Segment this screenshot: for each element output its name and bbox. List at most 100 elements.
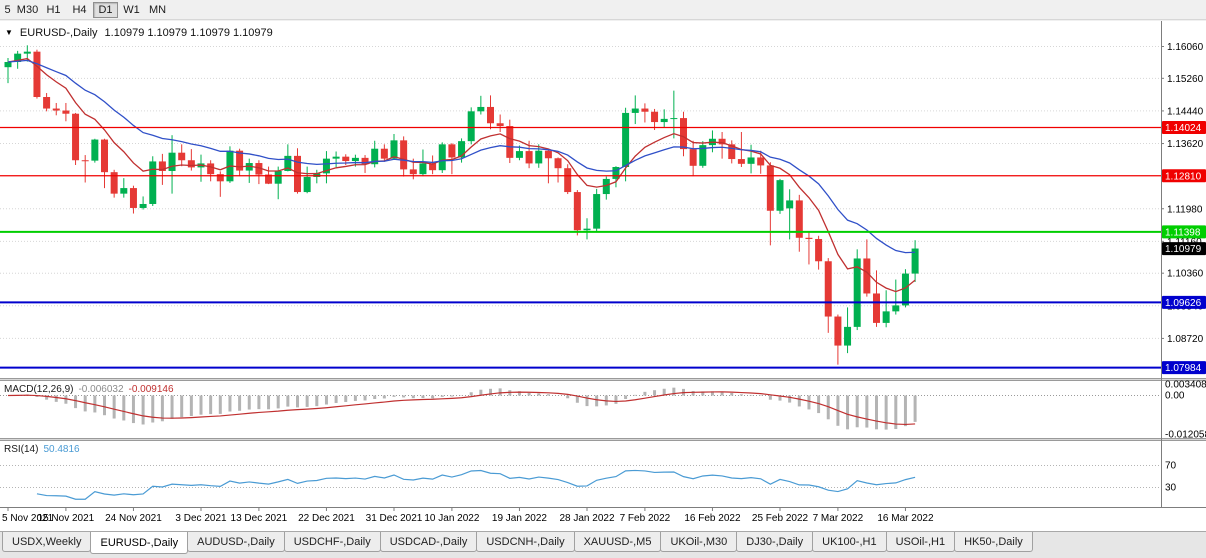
chart-tab[interactable]: USDCNH-,Daily — [476, 532, 575, 552]
candle — [660, 109, 668, 128]
candle — [805, 232, 813, 265]
candle — [43, 93, 51, 112]
chart-tab[interactable]: UK100-,H1 — [812, 532, 887, 552]
candle — [651, 108, 659, 131]
candle — [728, 140, 736, 164]
timeframe-button-MN[interactable]: MN — [148, 3, 167, 16]
candle — [390, 133, 398, 160]
candle — [911, 240, 919, 282]
price-badge-label: 1.07984 — [1165, 363, 1202, 374]
chart-tab[interactable]: EURUSD-,Daily — [90, 532, 189, 554]
timeframe-button-5[interactable]: 5 — [4, 3, 11, 16]
date-label: 10 Jan 2022 — [424, 513, 479, 524]
price-badge: 1.14024 — [1162, 120, 1206, 134]
candle — [91, 138, 99, 163]
price-axis-label: 1.08720 — [1167, 334, 1204, 345]
price-axis-label: 1.10360 — [1167, 269, 1204, 280]
price-badge-label: 1.10979 — [1165, 244, 1202, 255]
candle — [844, 307, 852, 354]
candle — [303, 166, 311, 194]
candle — [564, 164, 572, 195]
price-badge: 1.10979 — [1162, 242, 1206, 256]
timeframe-button-H4[interactable]: H4 — [72, 3, 87, 16]
chart-tab[interactable]: USDX,Weekly — [2, 532, 92, 552]
candle — [834, 314, 842, 365]
chart-quote-values: 1.10979 1.10979 1.10979 1.10979 — [104, 27, 273, 39]
candle — [487, 95, 494, 130]
chart-tab[interactable]: USDCHF-,Daily — [283, 532, 381, 552]
price-badge: 1.07984 — [1162, 361, 1206, 375]
macd-axis-label: 0.003408 — [1165, 380, 1206, 391]
chart-tab[interactable]: DJ30-,Daily — [736, 532, 814, 552]
date-label: 16 Mar 2022 — [877, 513, 934, 524]
ma-line-fast — [7, 57, 916, 293]
date-label: 5 Nov 2021 — [2, 513, 54, 524]
date-label: 24 Nov 2021 — [105, 513, 162, 524]
timeframe-button-H1[interactable]: H1 — [46, 3, 61, 16]
date-label: 7 Mar 2022 — [813, 513, 864, 524]
price-badge-label: 1.12810 — [1165, 171, 1202, 182]
candle — [747, 144, 755, 174]
date-label: 22 Dec 2021 — [298, 513, 355, 524]
candle — [101, 138, 108, 189]
price-axis-label: 1.16060 — [1167, 42, 1204, 53]
candle — [815, 235, 823, 270]
candle — [882, 290, 890, 328]
candle — [622, 107, 630, 182]
candle — [187, 149, 195, 171]
price-badge-label: 1.09626 — [1165, 298, 1202, 309]
price-badge-label: 1.11398 — [1165, 227, 1201, 238]
candle — [602, 176, 610, 200]
macd-label: MACD(12,26,9) -0.006032 -0.009146 — [4, 384, 174, 395]
candle — [670, 90, 678, 139]
candle — [496, 114, 504, 133]
candle — [699, 141, 707, 168]
rsi-label: RSI(14) 50.4816 — [4, 444, 80, 455]
macd-axis-label: -0.012058 — [1165, 430, 1206, 441]
candle — [371, 140, 379, 168]
chart-tab[interactable]: AUDUSD-,Daily — [187, 532, 285, 552]
candle — [573, 190, 581, 236]
candle — [380, 144, 388, 162]
candle — [168, 135, 176, 194]
candle — [139, 196, 147, 210]
candle — [795, 194, 803, 252]
candle — [467, 107, 475, 145]
date-label: 13 Dec 2021 — [231, 513, 288, 524]
candle — [506, 119, 514, 164]
candle — [284, 144, 292, 172]
chart-tab[interactable]: USOil-,H1 — [885, 532, 956, 552]
candle — [824, 258, 832, 333]
candle — [120, 178, 128, 198]
candle — [689, 140, 697, 177]
candle — [544, 148, 552, 184]
candle — [641, 103, 649, 123]
timeframe-button-W1[interactable]: W1 — [123, 3, 140, 16]
timeframe-toolbar: 5 M30 H1 H4 D1 W1 MN — [0, 0, 1206, 20]
candle — [129, 185, 137, 214]
chart-canvas[interactable]: MACD(12,26,9) -0.006032 -0.009146 0.0034080… — [0, 21, 1206, 531]
timeframe-button-D1[interactable]: D1 — [93, 1, 118, 18]
candle — [863, 239, 871, 297]
candle — [274, 166, 282, 200]
chart-tab[interactable]: XAUUSD-,M5 — [573, 532, 662, 552]
chart-tab[interactable]: HK50-,Daily — [954, 532, 1033, 552]
pane-separator[interactable] — [0, 378, 1206, 381]
candle — [62, 102, 70, 122]
candle — [72, 112, 80, 166]
candle — [245, 158, 253, 183]
price-axis-label: 1.13620 — [1167, 139, 1204, 150]
price-badge: 1.09626 — [1162, 295, 1206, 309]
candle — [178, 144, 186, 167]
chart-menu-arrow-icon[interactable]: ▼ — [5, 28, 13, 37]
candle — [477, 95, 485, 115]
chart-tab[interactable]: UKOil-,M30 — [660, 532, 738, 552]
timeframe-button-M30[interactable]: M30 — [16, 3, 39, 16]
candle — [680, 111, 687, 157]
chart-tab[interactable]: USDCAD-,Daily — [379, 532, 478, 552]
candle — [255, 160, 263, 185]
candle — [294, 148, 301, 194]
pane-separator[interactable] — [0, 438, 1206, 441]
candle — [593, 188, 601, 232]
